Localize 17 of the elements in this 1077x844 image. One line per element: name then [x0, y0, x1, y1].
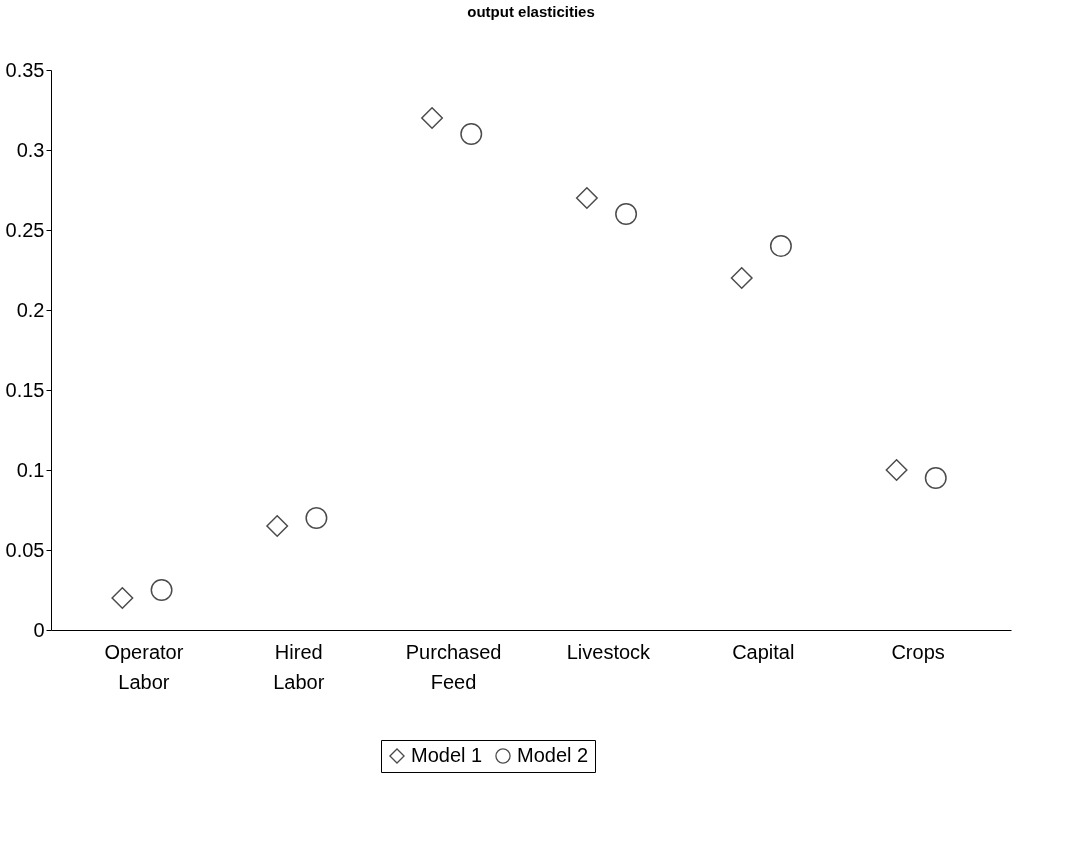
- y-tick-label: 0.05: [5, 538, 45, 561]
- x-tick-label: Operator Labor: [104, 640, 184, 693]
- x-tick-label: Capital: [732, 640, 795, 663]
- y-tick-label: 0.2: [16, 298, 45, 321]
- y-tick-label: 0.15: [5, 378, 45, 401]
- legend-label: Model 2: [517, 744, 589, 766]
- y-tick-label: 0.35: [5, 58, 45, 81]
- x-tick-label: Livestock: [566, 640, 652, 663]
- y-tick-label: 0: [33, 618, 45, 641]
- y-tick-label: 0.3: [16, 138, 45, 161]
- chart-title: output elasticities: [467, 3, 595, 20]
- x-tick-label: Crops: [891, 640, 945, 663]
- x-tick-label: Purchased Feed: [405, 640, 502, 693]
- y-tick-label: 0.25: [5, 218, 45, 241]
- x-tick-label: Hired Labor: [273, 640, 325, 693]
- legend-label: Model 1: [411, 744, 483, 766]
- y-tick-label: 0.1: [16, 458, 45, 481]
